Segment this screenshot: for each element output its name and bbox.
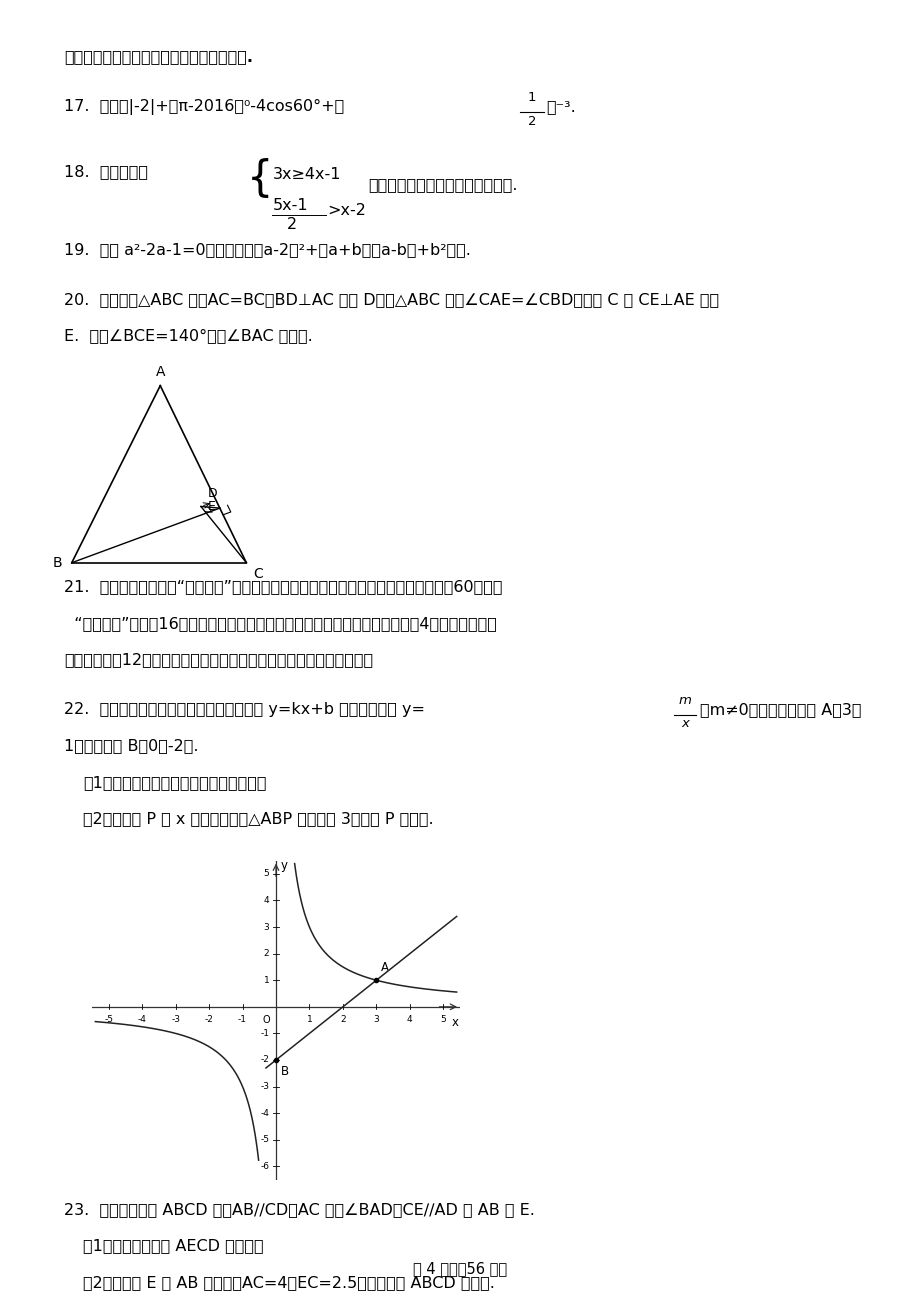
- Text: 3: 3: [373, 1014, 379, 1023]
- Text: y: y: [280, 859, 288, 872]
- Text: （m≠0）的图象交于点 A（3，: （m≠0）的图象交于点 A（3，: [699, 702, 861, 717]
- Text: 23.  如图，四边形 ABCD 中，AB∕∕CD，AC 平分∠BAD，CE∕∕AD 交 AB 于 E.: 23. 如图，四边形 ABCD 中，AB∕∕CD，AC 平分∠BAD，CE∕∕A…: [64, 1202, 535, 1217]
- Text: O: O: [262, 1014, 269, 1025]
- Text: 解答应写出文字说明，演算步骤或证明过程.: 解答应写出文字说明，演算步骤或证明过程.: [64, 49, 253, 65]
- Text: x: x: [681, 717, 688, 730]
- Text: -6: -6: [260, 1161, 269, 1170]
- Text: -1: -1: [260, 1029, 269, 1038]
- Text: 22.  如图，在平面直角坐标系中，一次函数 y=kx+b 与反比例函数 y=: 22. 如图，在平面直角坐标系中，一次函数 y=kx+b 与反比例函数 y=: [64, 702, 425, 717]
- Text: （1）求证：四边形 AECD 是菱形；: （1）求证：四边形 AECD 是菱形；: [83, 1238, 263, 1254]
- Text: >x-2: >x-2: [327, 203, 366, 219]
- Text: x: x: [451, 1016, 458, 1029]
- Text: -5: -5: [260, 1135, 269, 1144]
- Text: ）⁻³.: ）⁻³.: [546, 99, 575, 115]
- Text: 1: 1: [527, 91, 536, 104]
- Text: -2: -2: [260, 1056, 269, 1065]
- Text: 5: 5: [440, 1014, 446, 1023]
- Text: 2: 2: [527, 115, 536, 128]
- Text: E.  如果∠BCE=140°，求∠BAC 的度数.: E. 如果∠BCE=140°，求∠BAC 的度数.: [64, 328, 312, 344]
- Text: -4: -4: [138, 1014, 146, 1023]
- Text: C: C: [254, 566, 263, 581]
- Text: “运河绿道”骑行和16公里的健步走，已知骑行的平均速度是健步走平均速度的4倍，结果健步走: “运河绿道”骑行和16公里的健步走，已知骑行的平均速度是健步走平均速度的4倍，结…: [64, 616, 497, 631]
- Text: B: B: [280, 1065, 289, 1078]
- Text: A: A: [155, 366, 165, 379]
- Text: 5: 5: [263, 870, 269, 879]
- Text: 2: 2: [264, 949, 269, 958]
- Text: 19.  已知 a²-2a-1=0，求代数式（a-2）²+（a+b）（a-b）+b²的値.: 19. 已知 a²-2a-1=0，求代数式（a-2）²+（a+b）（a-b）+b…: [64, 242, 471, 258]
- Text: A: A: [381, 961, 389, 974]
- Text: -4: -4: [260, 1109, 269, 1117]
- Text: （2）如果点 P 是 x 轴上一点，且△ABP 的面积是 3，求点 P 的坐标.: （2）如果点 P 是 x 轴上一点，且△ABP 的面积是 3，求点 P 的坐标.: [83, 811, 433, 827]
- Text: 1: 1: [263, 975, 269, 984]
- Text: （1）求反比例函数和一次函数的表达式；: （1）求反比例函数和一次函数的表达式；: [83, 775, 266, 790]
- Text: 5x-1: 5x-1: [272, 198, 308, 214]
- Text: E: E: [208, 500, 216, 513]
- Text: -3: -3: [171, 1014, 180, 1023]
- Text: 17.  计算：|-2|+（π-2016）⁰-4cos60°+（: 17. 计算：|-2|+（π-2016）⁰-4cos60°+（: [64, 99, 345, 115]
- Text: 3: 3: [263, 923, 269, 931]
- Text: 18.  解不等式组: 18. 解不等式组: [64, 164, 148, 180]
- Text: -5: -5: [104, 1014, 113, 1023]
- Text: 1: 1: [306, 1014, 312, 1023]
- Text: 21.  通州区运河两屸的“运河绿道”和步行道是健身的主要场地之一．杨师傅分别体验了60公里的: 21. 通州区运河两屸的“运河绿道”和步行道是健身的主要场地之一．杨师傅分别体验…: [64, 579, 503, 595]
- Text: D: D: [208, 487, 217, 500]
- Text: 4: 4: [264, 896, 269, 905]
- Text: 比骑行多用了12分钟，求杨师傅健步走的平均速度是每小时多少公里？: 比骑行多用了12分钟，求杨师傅健步走的平均速度是每小时多少公里？: [64, 652, 373, 668]
- Text: -3: -3: [260, 1082, 269, 1091]
- Text: ，并把它的解集在数轴上表示出来.: ，并把它的解集在数轴上表示出来.: [368, 177, 517, 193]
- Text: B: B: [52, 556, 62, 570]
- Text: 20.  如图，在△ABC 中，AC=BC，BD⊥AC 于点 D，在△ABC 外作∠CAE=∠CBD，过点 C 作 CE⊥AE 于点: 20. 如图，在△ABC 中，AC=BC，BD⊥AC 于点 D，在△ABC 外作…: [64, 292, 719, 307]
- Text: {: {: [246, 158, 273, 199]
- Text: 1），且过点 B（0，-2）.: 1），且过点 B（0，-2）.: [64, 738, 199, 754]
- Text: m: m: [678, 694, 691, 707]
- Text: -1: -1: [238, 1014, 247, 1023]
- Text: 3x≥4x-1: 3x≥4x-1: [272, 167, 340, 182]
- Text: （2）如果点 E 是 AB 的中点，AC=4，EC=2.5，求四边形 ABCD 的面积.: （2）如果点 E 是 AB 的中点，AC=4，EC=2.5，求四边形 ABCD …: [83, 1275, 494, 1290]
- Text: -2: -2: [204, 1014, 213, 1023]
- Text: 第 4 页（入56 页）: 第 4 页（入56 页）: [413, 1260, 506, 1276]
- Text: 2: 2: [287, 217, 297, 233]
- Text: 2: 2: [340, 1014, 346, 1023]
- Text: 4: 4: [406, 1014, 413, 1023]
